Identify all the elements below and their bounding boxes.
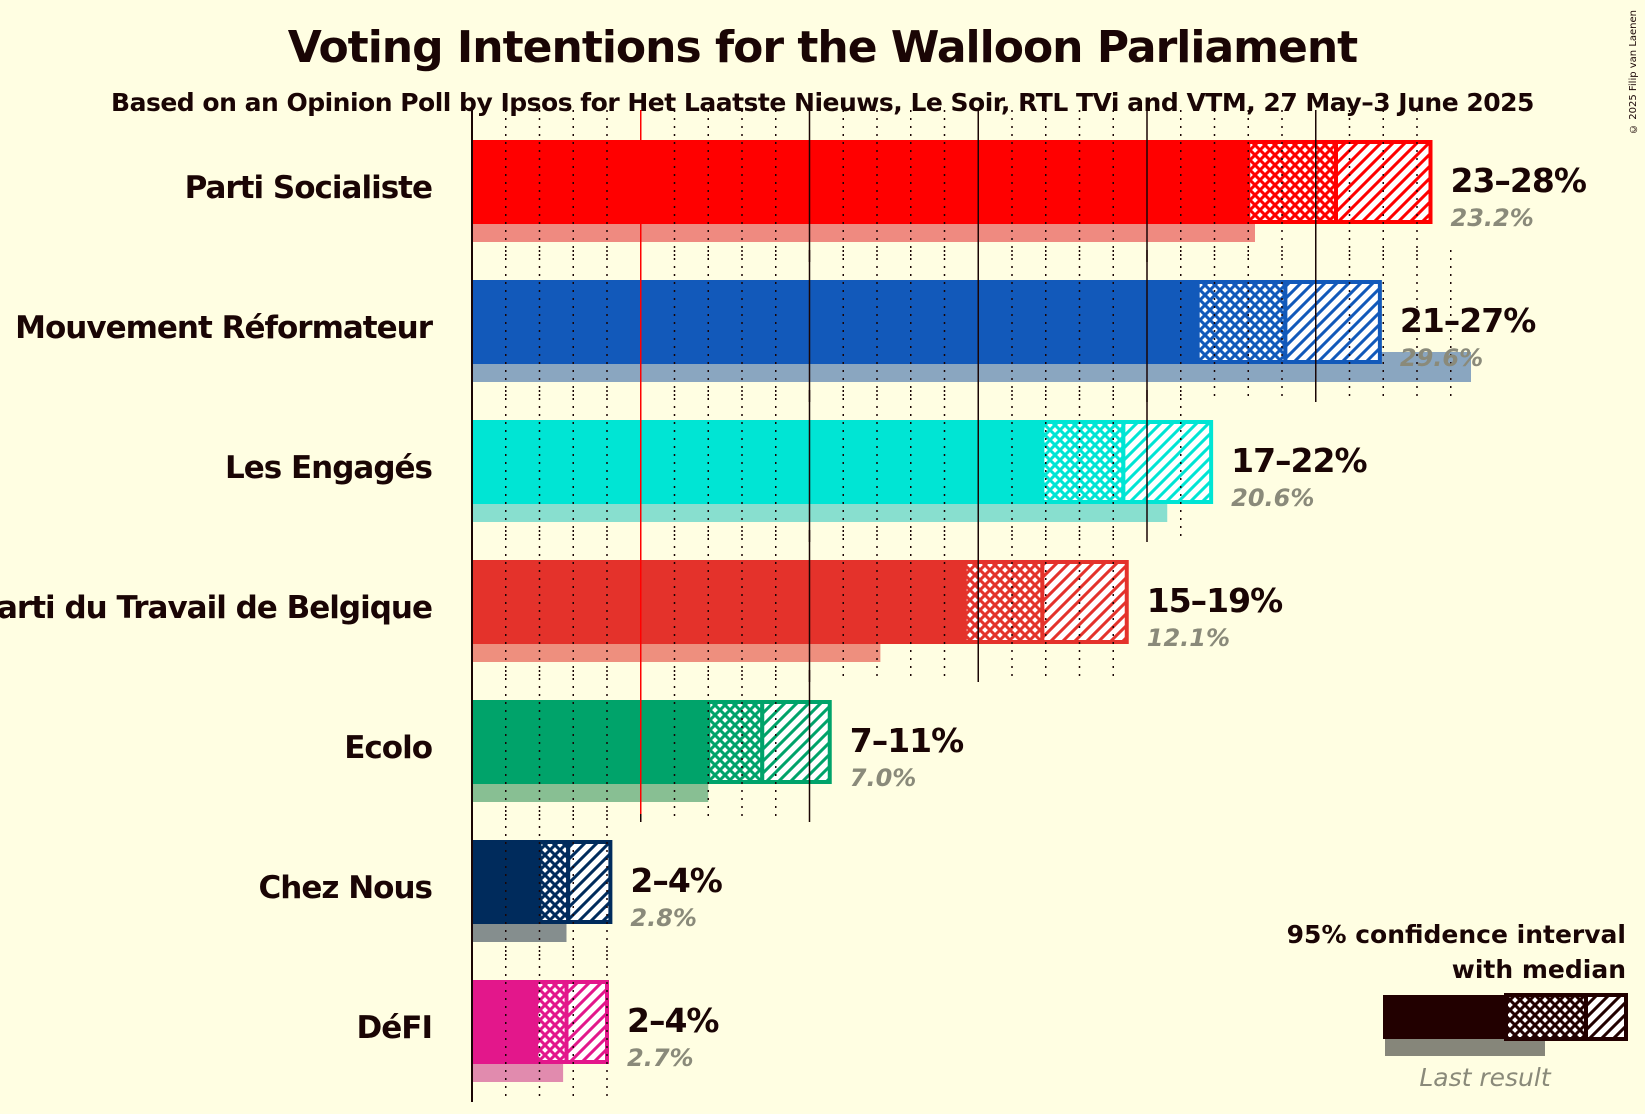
last-result-label: 23.2% [1451, 204, 1534, 232]
legend: 95% confidence interval with median Last… [1287, 920, 1628, 1092]
ci-lower-half [537, 840, 571, 924]
party-row [472, 700, 832, 802]
ci-upper-half [1121, 420, 1214, 504]
range-label: 7–11% [850, 721, 964, 760]
party-row [472, 140, 1433, 242]
ci-lower-half [706, 700, 765, 784]
ci-low-bar [472, 280, 1198, 364]
legend-last-result-label: Last result [1419, 1063, 1551, 1092]
legend-ci-line2: with median [1452, 955, 1626, 984]
ci-lower-half [962, 560, 1045, 644]
party-row [472, 280, 1471, 382]
party-label: Mouvement Réformateur [15, 310, 434, 346]
ci-lower-half [1195, 280, 1288, 364]
range-label: 17–22% [1231, 441, 1367, 480]
ci-low-bar [472, 700, 709, 784]
party-row [472, 980, 609, 1082]
labels-layer: Parti Socialiste 23–28% 23.2% Mouvement Réf… [0, 161, 1588, 1072]
party-row [472, 840, 613, 942]
party-label: Parti du Travail de Belgique [0, 590, 432, 626]
ci-upper-half [566, 840, 613, 924]
last-result-label: 29.6% [1400, 344, 1483, 372]
legend-ci-line1: 95% confidence interval [1287, 920, 1626, 949]
party-label: Les Engagés [225, 450, 432, 486]
party-label: Parti Socialiste [185, 170, 432, 206]
ci-lower-half [1040, 420, 1126, 504]
ci-lower-half [1246, 140, 1338, 224]
range-label: 15–19% [1147, 581, 1283, 620]
ci-low-bar [472, 420, 1043, 504]
range-label: 2–4% [627, 1001, 719, 1040]
legend-diagonal-bar [1584, 993, 1628, 1041]
last-result-label: 2.7% [627, 1044, 694, 1072]
ci-lower-half [534, 980, 569, 1064]
ci-low-bar [472, 980, 537, 1064]
bars-layer [472, 140, 1471, 1082]
last-result-label: 20.6% [1231, 484, 1314, 512]
ci-low-bar [472, 140, 1249, 224]
party-label: DéFI [357, 1010, 432, 1046]
ci-upper-half [1040, 560, 1129, 644]
ci-upper-half [760, 700, 832, 784]
last-result-label: 2.8% [630, 904, 697, 932]
ci-low-bar [472, 560, 965, 644]
grid-layer [471, 110, 1452, 1102]
chart-title: Voting Intentions for the Walloon Parlia… [287, 22, 1358, 73]
range-label: 2–4% [630, 861, 722, 900]
party-row [472, 420, 1214, 522]
party-label: Ecolo [344, 730, 432, 766]
last-result-label: 7.0% [850, 764, 917, 792]
ci-upper-half [1283, 280, 1382, 364]
legend-crosshatch-bar [1504, 993, 1588, 1041]
party-label: Chez Nous [259, 870, 432, 906]
legend-solid-bar [1383, 995, 1506, 1039]
party-row [472, 560, 1129, 662]
range-label: 21–27% [1400, 301, 1536, 340]
last-result-label: 12.1% [1147, 624, 1230, 652]
chart-subtitle: Based on an Opinion Poll by Ipsos for He… [111, 88, 1534, 117]
range-label: 23–28% [1451, 161, 1587, 200]
